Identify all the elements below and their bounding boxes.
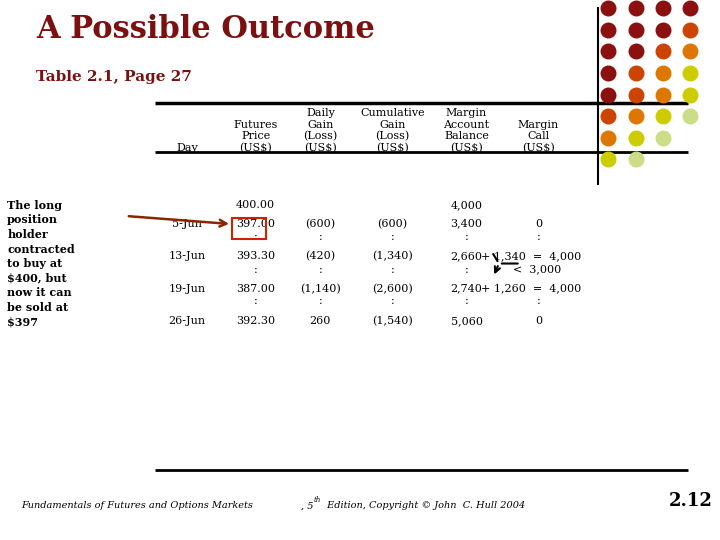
- Point: [657, 69, 669, 77]
- Text: (2,600): (2,600): [372, 284, 413, 294]
- Text: 397.00: 397.00: [236, 219, 275, 229]
- Text: 2,740: 2,740: [451, 284, 482, 294]
- Point: [630, 112, 642, 120]
- Text: :: :: [253, 232, 258, 242]
- Point: [603, 4, 614, 12]
- Text: Margin: Margin: [446, 108, 487, 118]
- Point: [657, 133, 669, 142]
- Text: Call: Call: [528, 131, 549, 141]
- Point: [603, 112, 614, 120]
- Point: [630, 25, 642, 34]
- Text: + 1,260  =  4,000: + 1,260 = 4,000: [481, 284, 581, 294]
- Text: 392.30: 392.30: [236, 316, 275, 326]
- Text: 5,060: 5,060: [451, 316, 482, 326]
- Text: :: :: [464, 232, 469, 242]
- Text: :: :: [318, 232, 323, 242]
- Text: 387.00: 387.00: [236, 284, 275, 294]
- Point: [685, 47, 696, 56]
- Text: :: :: [464, 265, 469, 275]
- Text: (1,340): (1,340): [372, 251, 413, 261]
- Text: 2.12: 2.12: [670, 492, 713, 510]
- Text: + 1,340  =  4,000: + 1,340 = 4,000: [481, 251, 581, 261]
- Text: 13-Jun: 13-Jun: [168, 251, 206, 261]
- Text: 3,400: 3,400: [451, 219, 482, 229]
- Text: Fundamentals of Futures and Options Markets: Fundamentals of Futures and Options Mark…: [22, 501, 253, 510]
- Text: (US$): (US$): [522, 143, 555, 153]
- Text: (US$): (US$): [450, 143, 483, 153]
- Point: [603, 69, 614, 77]
- Text: Account: Account: [444, 120, 490, 130]
- Text: (Loss): (Loss): [375, 131, 410, 141]
- Text: 0: 0: [535, 316, 542, 326]
- Text: :: :: [253, 296, 258, 307]
- Text: Table 2.1, Page 27: Table 2.1, Page 27: [36, 70, 192, 84]
- Text: (600): (600): [377, 219, 408, 229]
- Point: [657, 90, 669, 99]
- Text: Futures: Futures: [233, 120, 278, 130]
- Text: :: :: [318, 296, 323, 307]
- Point: [685, 90, 696, 99]
- Point: [657, 112, 669, 120]
- Text: 5-Jun: 5-Jun: [172, 219, 202, 229]
- Text: 26-Jun: 26-Jun: [168, 316, 206, 326]
- Point: [657, 25, 669, 34]
- Text: :: :: [390, 265, 395, 275]
- Point: [630, 4, 642, 12]
- Text: A Possible Outcome: A Possible Outcome: [36, 14, 375, 44]
- Text: (1,140): (1,140): [300, 284, 341, 294]
- Text: :: :: [536, 232, 541, 242]
- Text: 400.00: 400.00: [236, 200, 275, 210]
- Text: 260: 260: [310, 316, 331, 326]
- Text: Day: Day: [176, 143, 198, 153]
- Text: Daily: Daily: [306, 108, 335, 118]
- Text: Price: Price: [241, 131, 270, 141]
- Text: Cumulative: Cumulative: [360, 108, 425, 118]
- Text: :: :: [464, 296, 469, 307]
- Text: (Loss): (Loss): [303, 131, 338, 141]
- Text: (420): (420): [305, 251, 336, 261]
- Text: :: :: [253, 265, 258, 275]
- Text: (1,540): (1,540): [372, 316, 413, 326]
- Point: [603, 90, 614, 99]
- Text: The long
position
holder
contracted
to buy at
$400, but
now it can
be sold at
$3: The long position holder contracted to b…: [7, 200, 75, 328]
- Point: [630, 155, 642, 164]
- Text: :: :: [318, 265, 323, 275]
- Bar: [232, 218, 266, 239]
- Point: [685, 112, 696, 120]
- Text: (600): (600): [305, 219, 336, 229]
- Text: Margin: Margin: [518, 120, 559, 130]
- Point: [603, 25, 614, 34]
- Text: Edition, Copyright © John  C. Hull 2004: Edition, Copyright © John C. Hull 2004: [324, 501, 526, 510]
- Text: 0: 0: [535, 219, 542, 229]
- Point: [603, 133, 614, 142]
- Point: [603, 155, 614, 164]
- Text: 19-Jun: 19-Jun: [168, 284, 206, 294]
- Text: :: :: [536, 296, 541, 307]
- Text: Gain: Gain: [307, 120, 333, 130]
- Text: :: :: [390, 296, 395, 307]
- Point: [630, 69, 642, 77]
- Point: [657, 47, 669, 56]
- Text: (US$): (US$): [239, 143, 272, 153]
- Text: , 5: , 5: [301, 501, 313, 510]
- Text: Gain: Gain: [379, 120, 405, 130]
- Text: 4,000: 4,000: [451, 200, 482, 210]
- Text: :: :: [390, 232, 395, 242]
- Point: [630, 90, 642, 99]
- Point: [630, 133, 642, 142]
- Text: (US$): (US$): [376, 143, 409, 153]
- Point: [685, 4, 696, 12]
- Text: th: th: [313, 496, 320, 504]
- Text: (US$): (US$): [304, 143, 337, 153]
- Point: [603, 47, 614, 56]
- Text: 2,660: 2,660: [451, 251, 482, 261]
- Text: 393.30: 393.30: [236, 251, 275, 261]
- Text: Balance: Balance: [444, 131, 489, 141]
- Text: <  3,000: < 3,000: [513, 265, 562, 275]
- Point: [685, 25, 696, 34]
- Point: [630, 47, 642, 56]
- Point: [657, 4, 669, 12]
- Point: [685, 69, 696, 77]
